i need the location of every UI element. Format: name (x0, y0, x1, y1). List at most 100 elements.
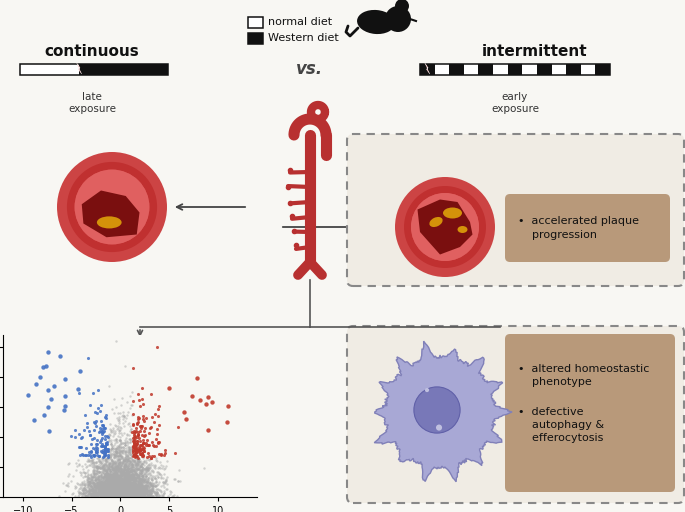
Point (121, 477, 132, 485)
Point (125, 464, 136, 473)
Point (99, 460, 110, 468)
Ellipse shape (458, 226, 467, 233)
Point (203, 426, 214, 434)
Point (126, 470, 137, 478)
Point (124, 485, 135, 493)
Point (120, 479, 131, 487)
Point (133, 455, 144, 463)
Point (127, 478, 138, 486)
Point (123, 486, 134, 495)
Point (140, 484, 151, 493)
Point (105, 487, 116, 495)
Point (76, 481, 87, 489)
Point (129, 486, 140, 494)
Point (127, 479, 138, 487)
Point (130, 485, 141, 493)
Point (136, 485, 147, 494)
Point (103, 489, 114, 498)
Point (100, 480, 111, 488)
Point (81, 479, 92, 487)
Point (128, 441, 139, 450)
Point (77, 486, 88, 495)
Point (117, 477, 128, 485)
Point (127, 476, 138, 484)
Point (136, 490, 147, 499)
Point (103, 487, 114, 496)
Point (88, 476, 99, 484)
Point (141, 480, 152, 488)
Point (128, 429, 139, 437)
Point (118, 486, 129, 495)
Point (151, 489, 162, 498)
Point (123, 472, 134, 480)
Point (120, 487, 131, 496)
Point (111, 466, 122, 475)
Point (115, 466, 126, 474)
Point (107, 472, 118, 480)
Point (110, 447, 121, 455)
Point (123, 486, 134, 494)
Point (123, 487, 134, 495)
Point (102, 491, 113, 499)
Point (97, 490, 108, 499)
Point (129, 439, 140, 447)
Point (106, 482, 117, 490)
Point (128, 464, 139, 473)
Point (128, 482, 139, 490)
Point (108, 463, 119, 472)
Point (95, 482, 106, 490)
Point (111, 472, 122, 480)
Point (142, 487, 153, 496)
Point (120, 487, 131, 496)
Point (137, 472, 148, 480)
Point (114, 489, 125, 497)
Point (138, 457, 149, 465)
Point (99, 479, 110, 487)
Point (147, 465, 158, 474)
Point (116, 482, 127, 490)
Point (125, 465, 136, 474)
Point (128, 492, 139, 500)
Point (124, 487, 135, 495)
Point (123, 467, 134, 476)
Point (106, 475, 117, 483)
Point (152, 488, 163, 497)
Point (149, 489, 160, 497)
Point (124, 470, 135, 478)
Point (127, 446, 138, 455)
Point (138, 485, 149, 493)
Point (153, 421, 164, 430)
Point (103, 474, 114, 482)
Point (89, 483, 100, 491)
Point (122, 488, 133, 497)
Point (133, 480, 144, 488)
Point (170, 449, 181, 457)
Point (116, 475, 127, 483)
Point (146, 481, 157, 489)
Point (89, 419, 100, 427)
Point (116, 473, 127, 481)
Point (97, 454, 108, 462)
Point (138, 493, 149, 501)
Point (119, 438, 130, 446)
Point (86, 470, 97, 478)
Point (152, 438, 163, 446)
Point (128, 483, 139, 491)
Point (99, 490, 110, 499)
Point (127, 489, 138, 498)
Point (132, 472, 143, 480)
Point (113, 466, 124, 474)
Point (134, 488, 145, 496)
Point (108, 479, 119, 487)
Point (142, 481, 153, 489)
Point (110, 493, 121, 501)
Point (85, 480, 96, 488)
Point (113, 486, 124, 495)
Point (100, 485, 111, 493)
Point (127, 411, 138, 419)
Point (105, 471, 116, 479)
Point (101, 470, 112, 478)
Point (122, 471, 133, 479)
Point (103, 493, 114, 501)
Point (78, 487, 89, 495)
